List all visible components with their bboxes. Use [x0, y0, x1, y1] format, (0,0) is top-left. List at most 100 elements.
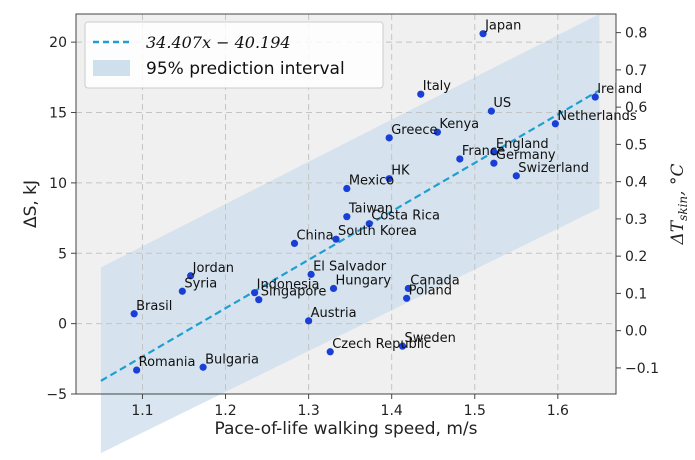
point-label: Poland	[409, 283, 452, 298]
point-label: Syria	[184, 276, 217, 291]
data-point	[456, 155, 464, 163]
y2-tick-label: 0.0	[625, 324, 647, 340]
legend-box	[84, 21, 384, 89]
data-point	[404, 284, 412, 293]
points-layer	[130, 30, 599, 374]
data-point	[329, 284, 338, 293]
x-ticks: 1.1 1.2 1.3 1.4 1.5 1.6	[131, 394, 569, 419]
point-label: Czech Republic	[332, 337, 431, 352]
point-label: Kenya	[439, 117, 479, 132]
y2-ticks: −0.1 0.0 0.1 0.2 0.3 0.4 0.5 0.6 0.7 0.8	[616, 26, 659, 377]
data-point	[326, 348, 334, 356]
y-tick-label: 10	[49, 176, 67, 192]
data-point	[591, 93, 599, 101]
prediction-band	[100, 14, 600, 454]
fit-line-layer	[100, 89, 600, 382]
y-tick-label: 15	[49, 106, 67, 122]
prediction-band-layer	[100, 14, 600, 454]
point-labels-layer: Japan Ireland Italy US Netherlands KenyaGreec…	[136, 19, 642, 370]
point-label: Austria	[311, 306, 357, 321]
data-point	[551, 120, 559, 128]
point-label: Germany	[496, 148, 556, 163]
data-point	[343, 213, 351, 221]
x-tick-label: 1.1	[131, 403, 153, 419]
data-point	[479, 30, 487, 38]
data-point	[187, 272, 195, 280]
data-point	[343, 184, 351, 193]
y2-tick-label: −0.1	[625, 361, 659, 377]
legend-band-swatch	[93, 60, 130, 76]
point-label: England	[496, 137, 549, 152]
legend-band-label: 95% prediction interval	[146, 59, 345, 79]
y-ticks: −5 0 5 10 15 20	[46, 35, 76, 403]
x-tick-label: 1.3	[297, 403, 319, 419]
data-point	[512, 172, 520, 180]
data-point	[490, 159, 498, 167]
point-label: Brasil	[136, 299, 172, 314]
data-point	[490, 148, 498, 156]
data-point	[487, 107, 495, 115]
point-label: Swizerland	[518, 161, 589, 176]
y2-tick-label: 0.6	[625, 100, 647, 116]
data-point	[178, 287, 186, 295]
y2-tick-label: 0.1	[625, 286, 647, 302]
y-tick-label: −5	[46, 387, 67, 403]
point-label: Canada	[410, 273, 459, 288]
y2-tick-label: 0.3	[625, 212, 647, 228]
fit-line	[100, 89, 600, 382]
point-label: Netherlands	[557, 109, 636, 124]
data-point	[290, 239, 299, 248]
point-label: South Korea	[338, 224, 417, 239]
point-label: Hungary	[336, 273, 392, 288]
y2-tick-label: 0.4	[625, 175, 647, 191]
data-point	[199, 363, 207, 371]
point-label: Romania	[139, 355, 196, 370]
y-axis-title: ΔS, kJ	[21, 180, 41, 228]
y-tick-label: 0	[58, 317, 67, 333]
x-tick-label: 1.5	[464, 403, 486, 419]
data-point	[332, 235, 340, 243]
data-point	[365, 220, 373, 228]
legend-fit-label: 34.407x − 40.194	[146, 33, 291, 52]
data-point	[251, 289, 259, 297]
data-point	[385, 134, 393, 142]
point-label: Greece	[391, 123, 437, 138]
x-tick-label: 1.4	[381, 403, 403, 419]
y2-tick-label: 0.8	[625, 26, 647, 42]
y2-tick-label: 0.5	[625, 137, 647, 153]
data-point	[133, 366, 141, 374]
data-point	[130, 310, 138, 318]
point-label: Bulgaria	[205, 352, 259, 367]
y2-tick-label: 0.2	[625, 249, 647, 265]
data-point	[403, 294, 411, 302]
legend: 34.407x − 40.194 95% prediction interval	[84, 21, 384, 89]
x-tick-label: 1.2	[214, 403, 236, 419]
point-label: Japan	[484, 19, 521, 34]
point-label: Singapore	[261, 285, 327, 300]
point-label: US	[493, 96, 511, 111]
point-label: Jordan	[192, 261, 234, 276]
y2-tick-label: 0.7	[625, 63, 647, 79]
point-label: Costa Rica	[371, 209, 440, 224]
data-point	[385, 175, 393, 183]
point-label: Indonesia	[257, 278, 320, 293]
point-label: Ireland	[597, 82, 642, 97]
data-point	[307, 270, 315, 278]
data-point	[398, 342, 407, 350]
point-label: Taiwan	[348, 202, 393, 217]
data-point	[305, 317, 313, 325]
point-label: Mexico	[349, 174, 394, 189]
x-axis-title: Pace-of-life walking speed, m/s	[215, 419, 478, 439]
y-tick-label: 20	[49, 35, 67, 51]
point-label: El Salvador	[313, 259, 387, 274]
point-label: China	[296, 228, 333, 243]
data-point	[433, 128, 441, 136]
y2-axis-title: ΔTskin, °C	[668, 164, 690, 246]
data-point	[417, 90, 425, 98]
point-label: Italy	[423, 79, 452, 94]
x-tick-label: 1.6	[547, 403, 569, 419]
point-label: Sweden	[404, 331, 455, 346]
plot-frame	[75, 13, 617, 395]
point-label: France	[462, 144, 505, 159]
